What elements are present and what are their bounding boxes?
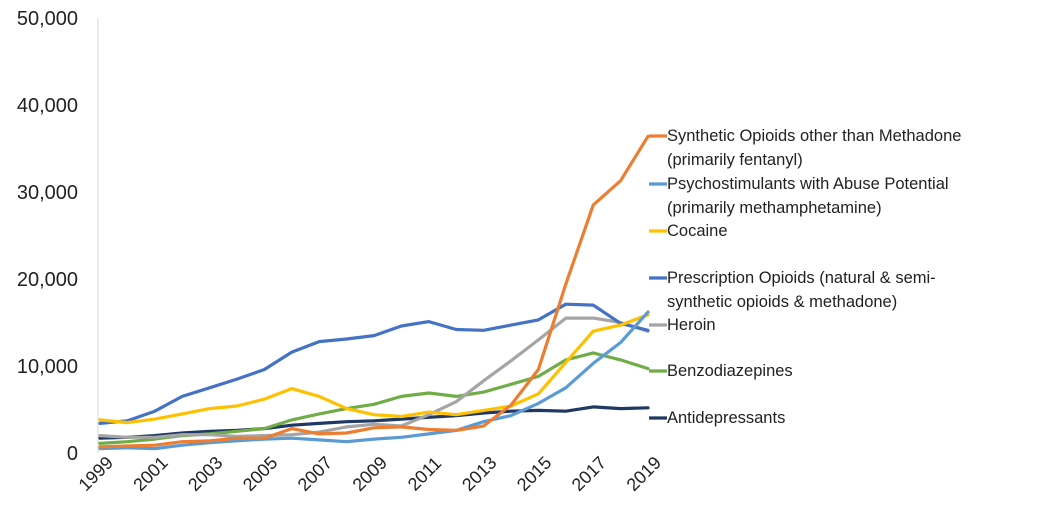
x-tick-label: 2005 [239, 453, 281, 495]
series-lines [98, 134, 650, 451]
series-line-2 [98, 313, 650, 425]
x-tick-label: 2001 [129, 453, 171, 495]
x-tick-label: 1999 [75, 453, 117, 495]
legend: Synthetic Opioids other than Methadone (p… [649, 127, 961, 427]
legend-label-1: (primarily methamphetamine) [667, 199, 882, 217]
x-tick-labels: 1999 2001 2003 2005 2007 2009 2011 2013 2015 2017… [75, 453, 665, 495]
legend-label-2: Cocaine [667, 222, 728, 240]
y-tick-label: 10,000 [17, 356, 78, 378]
x-tick-label: 2013 [458, 453, 500, 495]
x-tick-label: 2003 [184, 453, 226, 495]
series-line-1 [98, 310, 650, 451]
legend-label-6: Antidepressants [667, 409, 785, 427]
x-tick-label: 2017 [568, 453, 610, 495]
y-tick-label: 40,000 [17, 95, 78, 117]
series-line-4 [98, 316, 650, 439]
series-line-6 [98, 405, 650, 440]
x-tick-label: 2015 [513, 453, 555, 495]
y-tick-label: 50,000 [17, 8, 78, 30]
legend-label-4: Heroin [667, 316, 716, 334]
legend-label-1: Psychostimulants with Abuse Potential [667, 175, 949, 193]
x-tick-label: 2011 [404, 453, 446, 495]
y-tick-label: 30,000 [17, 182, 78, 204]
x-tick-label: 2007 [294, 453, 336, 495]
y-tick-label: 0 [67, 443, 78, 465]
legend-label-3: synthetic opioids & methadone) [667, 293, 897, 311]
legend-label-0: (primarily fentanyl) [667, 151, 803, 169]
series-line-0 [98, 134, 650, 449]
y-tick-labels: 0 10,000 20,000 30,000 40,000 50,000 [17, 8, 78, 465]
legend-label-0: Synthetic Opioids other than Methadone [667, 127, 961, 145]
legend-label-5: Benzodiazepines [667, 362, 793, 380]
x-tick-label: 2009 [349, 453, 391, 495]
legend-label-3: Prescription Opioids (natural & semi- [667, 269, 936, 287]
y-tick-label: 20,000 [17, 269, 78, 291]
x-tick-label: 2019 [623, 453, 665, 495]
